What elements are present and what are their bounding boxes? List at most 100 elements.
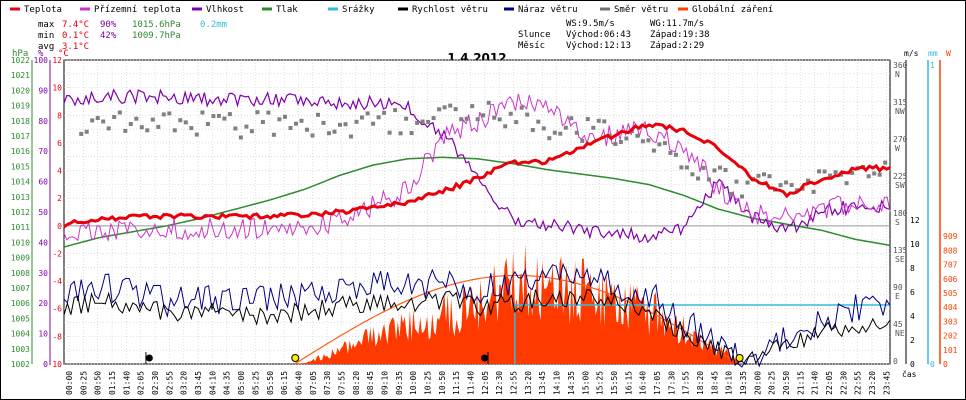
pressure-tick: 1015 <box>11 162 30 171</box>
direction-label: N <box>895 70 900 79</box>
stat-max-rain: 0.2mm <box>200 20 227 30</box>
humidity-tick: 50 <box>38 208 48 217</box>
wind-direction-dot <box>767 174 772 179</box>
time-tick: 17:30 <box>667 371 676 395</box>
wind-direction-dot <box>470 104 475 109</box>
radiation-tick: 505 <box>943 289 958 298</box>
wind-direction-dot <box>84 129 89 134</box>
wind-direction-dot <box>701 165 706 170</box>
stat-avg-temp: 3.1°C <box>62 42 89 52</box>
time-tick: 17:55 <box>682 371 691 395</box>
wind-direction-dot <box>354 119 359 124</box>
wind-direction-dot <box>211 114 216 119</box>
moonset-time: Západ:2:29 <box>650 41 704 51</box>
direction-label: SW <box>895 181 905 190</box>
wind-direction-dot <box>585 117 590 122</box>
time-tick: 10:00 <box>409 371 418 395</box>
direction-tick: 225 <box>893 172 908 181</box>
wind-direction-dot <box>299 118 304 123</box>
wind-direction-dot <box>850 170 855 175</box>
pressure-tick: 1017 <box>11 132 30 141</box>
wind-direction-dot <box>651 148 656 153</box>
time-tick: 11:40 <box>467 371 476 395</box>
wind-direction-dot <box>624 136 629 141</box>
radiation-tick: 0 <box>943 360 948 369</box>
wind-direction-dots <box>79 100 888 199</box>
wind-direction-dot <box>156 124 161 129</box>
wind-direction-dot <box>459 117 464 122</box>
pressure-tick: 1005 <box>11 314 30 323</box>
direction-label: SE <box>895 255 905 264</box>
legend-label-4: Tlak <box>276 5 298 15</box>
temperature-tick: 10 <box>52 84 62 93</box>
wind-direction-dot <box>756 173 761 178</box>
wind-direction-dot <box>684 165 689 170</box>
wind-direction-dot <box>343 122 348 127</box>
wind-direction-dot <box>833 170 838 175</box>
humidity-tick: 90 <box>38 86 48 95</box>
pressure-axis-unit: hPa <box>12 49 28 59</box>
wind-gust-line <box>63 262 891 368</box>
time-tick: 19:10 <box>725 371 734 395</box>
time-tick: 20:00 <box>753 371 762 395</box>
wind-direction-dot <box>305 127 309 132</box>
wind-direction-dot <box>492 115 497 120</box>
wind-direction-dot <box>321 120 326 125</box>
time-tick: 23:45 <box>882 371 891 395</box>
temperature-tick: 6 <box>57 139 62 148</box>
wind-direction-dot <box>464 116 469 121</box>
time-tick: 22:55 <box>854 371 863 395</box>
pressure-tick: 1020 <box>11 86 30 95</box>
wind-direction-dot <box>266 110 271 115</box>
direction-tick: 135 <box>893 246 908 255</box>
wind-direction-dot <box>178 118 183 123</box>
legend-label-6: Rychlost větru <box>412 5 488 15</box>
legend-label-7: Náraz větru <box>518 5 578 15</box>
time-tick: 18:20 <box>696 371 705 395</box>
wind-direction-dot <box>134 116 139 121</box>
direction-tick: 315 <box>893 98 908 107</box>
wind-tick: 6 <box>910 288 915 297</box>
legend-label-1: Teplota <box>24 5 62 15</box>
wind-direction-dot <box>883 160 888 165</box>
pressure-tick: 1002 <box>11 360 30 369</box>
wind-direction-dot <box>530 128 535 132</box>
wind-direction-dot <box>514 120 519 125</box>
wind-direction-dot <box>453 107 458 112</box>
wind-direction-dot <box>635 133 640 138</box>
wind-direction-dot <box>574 130 579 135</box>
humidity-tick: 60 <box>38 178 48 187</box>
wind-direction-dot <box>657 142 662 147</box>
direction-label: W <box>895 144 900 153</box>
wind-direction-dot <box>640 139 645 144</box>
moonrise-marker <box>481 354 489 362</box>
time-tick: 22:05 <box>825 371 834 395</box>
time-tick: 18:45 <box>710 371 719 395</box>
time-tick: 19:35 <box>739 371 748 395</box>
wind-direction-dot <box>205 122 210 126</box>
direction-label: E <box>895 292 900 301</box>
radiation-tick: 303 <box>943 317 958 326</box>
temperature-axis-unit: °C <box>58 49 69 59</box>
temperature-tick: 2 <box>57 194 62 203</box>
stat-min-humidity: 42% <box>100 31 117 41</box>
wind-direction-dot <box>404 116 409 121</box>
wind-direction-dot <box>288 126 293 130</box>
radiation-tick: 606 <box>943 275 958 284</box>
wind-direction-dot <box>740 194 744 199</box>
wind-direction-dot <box>189 126 194 131</box>
humidity-tick: 0 <box>43 360 48 369</box>
sunrise-time: Východ:06:43 <box>566 30 631 40</box>
time-tick: 10:25 <box>424 371 433 395</box>
wind-direction-dot <box>376 115 381 120</box>
wind-direction-dot <box>310 133 315 138</box>
humidity-tick: 10 <box>38 330 48 339</box>
wind-direction-dot <box>552 130 557 135</box>
radiation-tick: 101 <box>943 346 958 355</box>
wind-direction-dot <box>806 178 811 183</box>
time-tick: 07:55 <box>337 371 346 395</box>
wind-direction-dot <box>387 130 392 135</box>
time-tick: 17:05 <box>653 371 662 395</box>
time-axis-unit: čas <box>902 369 917 379</box>
direction-tick: 0 <box>893 357 898 366</box>
